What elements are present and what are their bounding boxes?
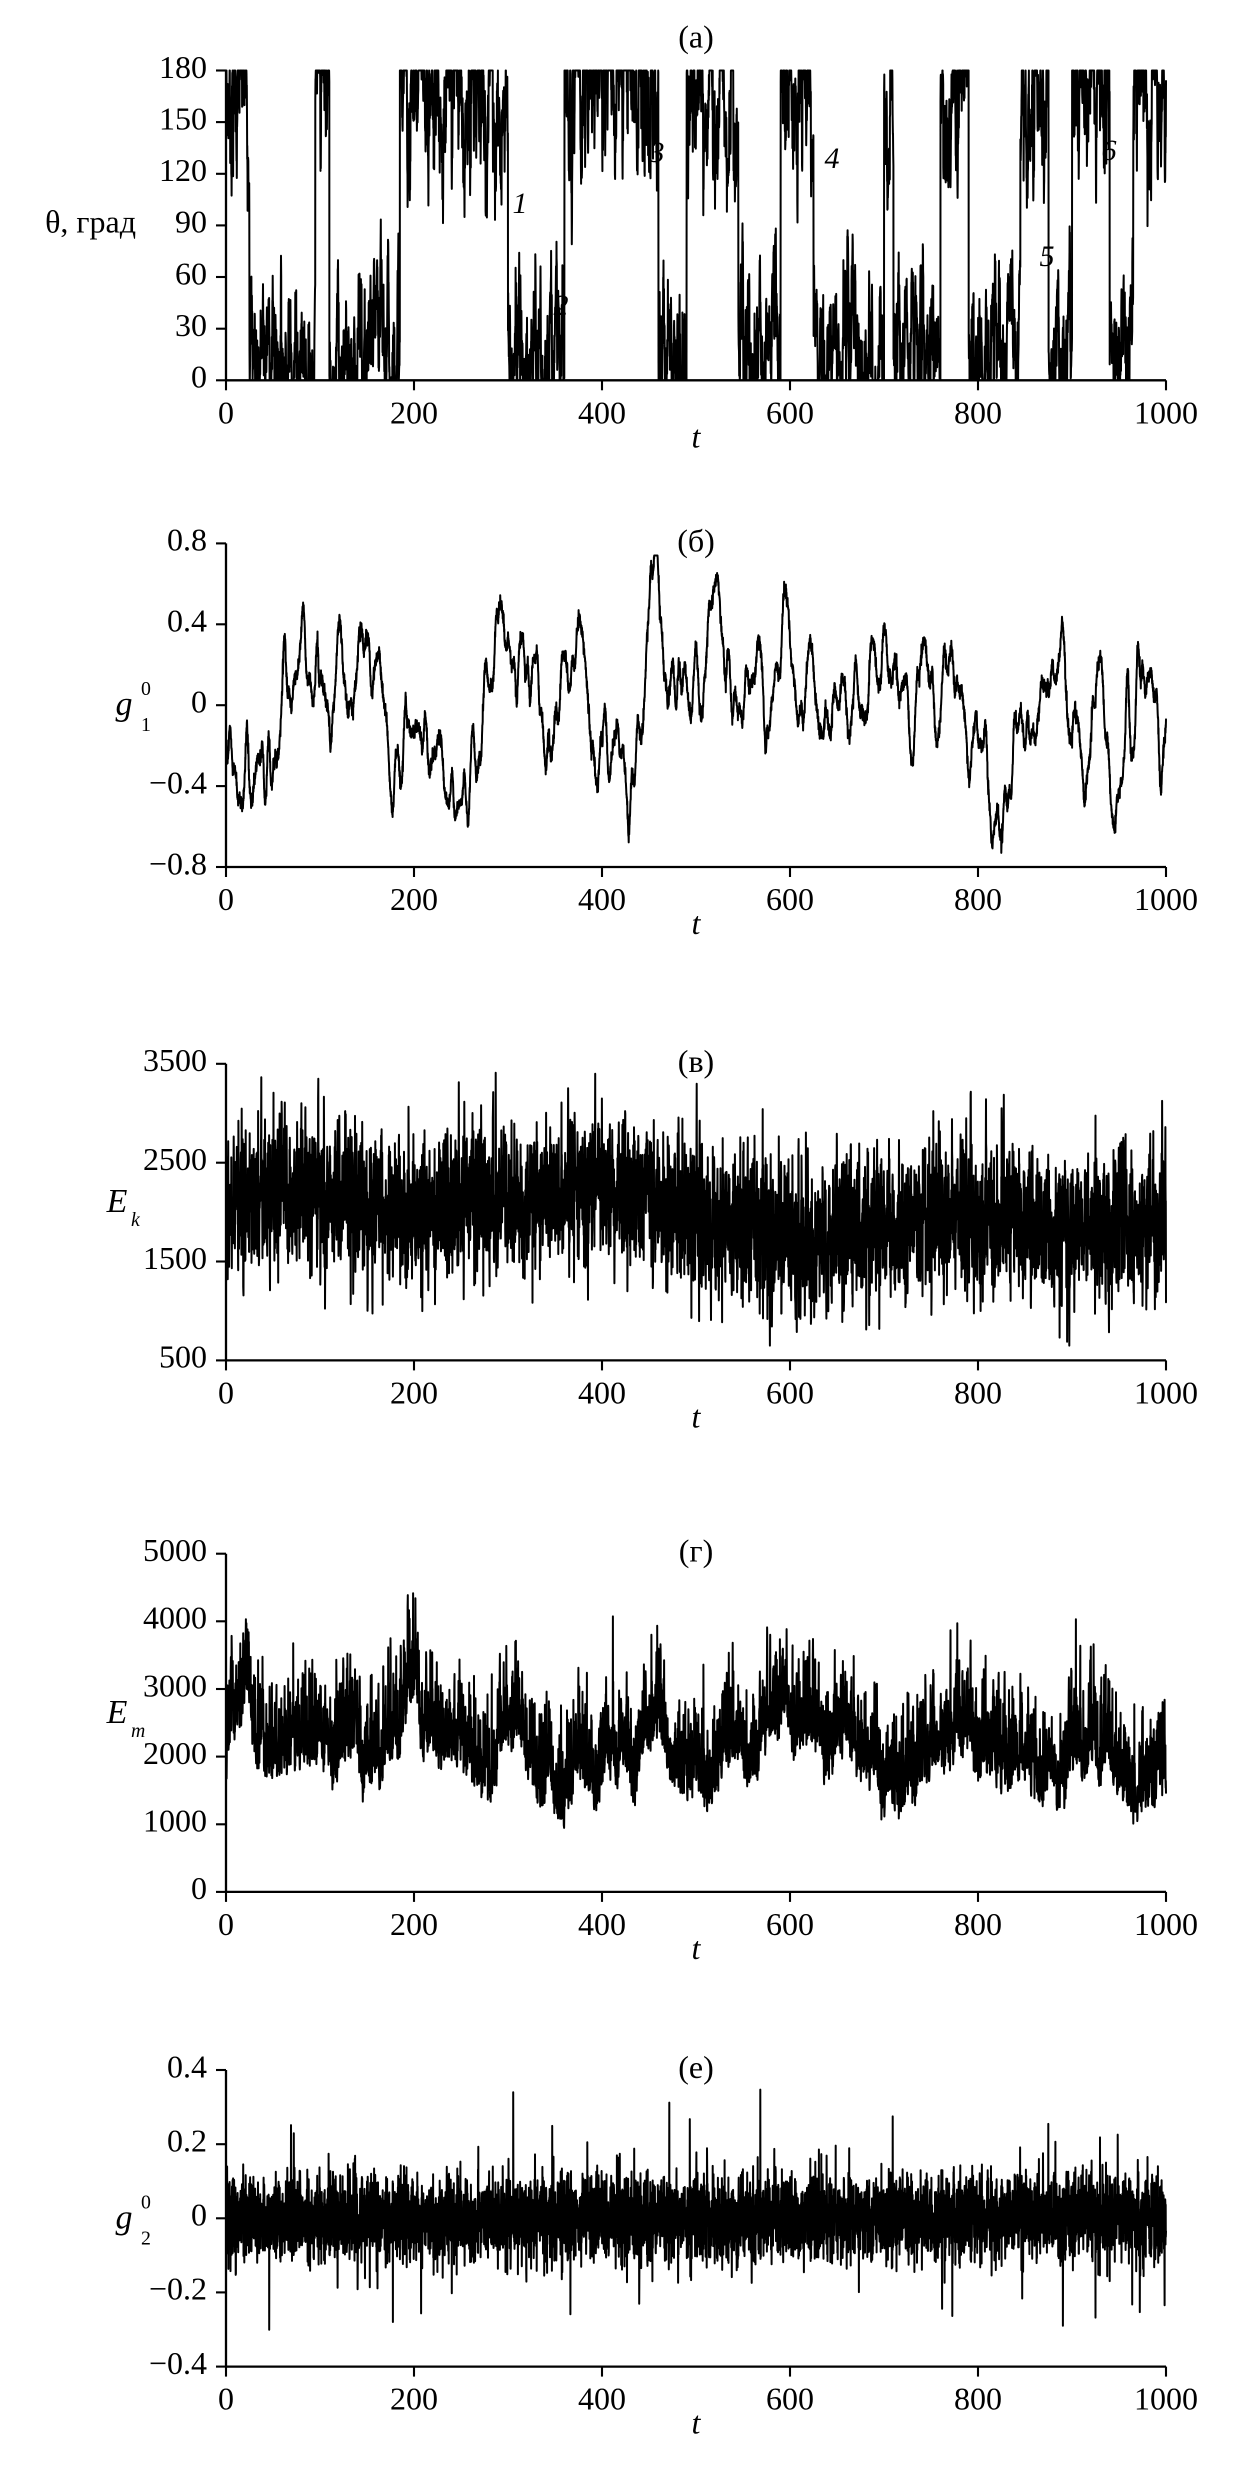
svg-text:800: 800 xyxy=(954,1374,1002,1410)
svg-text:800: 800 xyxy=(954,881,1002,917)
svg-text:200: 200 xyxy=(390,394,438,430)
svg-text:4: 4 xyxy=(825,142,840,175)
svg-text:(б): (б) xyxy=(677,522,715,558)
svg-text:600: 600 xyxy=(766,2381,814,2417)
svg-text:600: 600 xyxy=(766,1906,814,1942)
svg-text:1000: 1000 xyxy=(1134,881,1198,917)
svg-text:200: 200 xyxy=(390,1906,438,1942)
svg-text:t: t xyxy=(692,905,702,941)
svg-text:−0.8: −0.8 xyxy=(149,845,207,881)
svg-text:3000: 3000 xyxy=(143,1667,207,1703)
svg-text:200: 200 xyxy=(390,2381,438,2417)
svg-text:1: 1 xyxy=(141,714,151,736)
svg-text:0: 0 xyxy=(218,1374,234,1410)
svg-text:500: 500 xyxy=(159,1339,207,1375)
svg-text:4000: 4000 xyxy=(143,1600,207,1636)
svg-text:400: 400 xyxy=(578,394,626,430)
svg-text:t: t xyxy=(692,1930,702,1966)
svg-text:2000: 2000 xyxy=(143,1735,207,1771)
svg-text:−0.4: −0.4 xyxy=(149,2345,207,2381)
svg-text:120: 120 xyxy=(159,152,207,188)
svg-text:400: 400 xyxy=(578,2381,626,2417)
svg-text:0: 0 xyxy=(218,2381,234,2417)
svg-text:200: 200 xyxy=(390,1374,438,1410)
svg-text:0: 0 xyxy=(218,1906,234,1942)
svg-text:60: 60 xyxy=(175,255,207,291)
svg-text:30: 30 xyxy=(175,307,207,343)
svg-text:800: 800 xyxy=(954,2381,1002,2417)
svg-text:E: E xyxy=(106,1183,128,1220)
svg-text:0: 0 xyxy=(191,684,207,720)
svg-text:−0.2: −0.2 xyxy=(149,2271,207,2307)
svg-text:t: t xyxy=(692,418,702,454)
svg-text:200: 200 xyxy=(390,881,438,917)
svg-text:2500: 2500 xyxy=(143,1141,207,1177)
svg-text:90: 90 xyxy=(175,204,207,240)
svg-text:0.8: 0.8 xyxy=(167,522,207,558)
svg-text:m: m xyxy=(131,1720,145,1742)
svg-text:k: k xyxy=(131,1209,141,1231)
svg-text:(г): (г) xyxy=(679,1533,713,1569)
svg-text:400: 400 xyxy=(578,881,626,917)
svg-text:0.4: 0.4 xyxy=(167,2048,207,2084)
svg-text:0: 0 xyxy=(191,359,207,395)
svg-text:0: 0 xyxy=(141,2191,151,2213)
svg-text:0: 0 xyxy=(191,2197,207,2233)
svg-text:2: 2 xyxy=(141,2227,151,2249)
svg-text:E: E xyxy=(106,1694,128,1731)
svg-text:800: 800 xyxy=(954,394,1002,430)
svg-text:θ, град: θ, град xyxy=(45,204,136,240)
svg-text:600: 600 xyxy=(766,1374,814,1410)
svg-text:5: 5 xyxy=(1040,240,1055,273)
svg-text:t: t xyxy=(692,2405,702,2441)
svg-text:t: t xyxy=(692,1398,702,1434)
svg-text:5000: 5000 xyxy=(143,1532,207,1568)
svg-text:3500: 3500 xyxy=(143,1042,207,1078)
svg-text:600: 600 xyxy=(766,394,814,430)
svg-text:g: g xyxy=(116,2199,133,2236)
svg-text:1000: 1000 xyxy=(1134,2381,1198,2417)
svg-text:0: 0 xyxy=(191,1870,207,1906)
svg-text:0: 0 xyxy=(218,394,234,430)
svg-text:(е): (е) xyxy=(678,2049,714,2085)
svg-text:180: 180 xyxy=(159,49,207,85)
svg-text:0: 0 xyxy=(218,881,234,917)
svg-text:1500: 1500 xyxy=(143,1240,207,1276)
svg-text:150: 150 xyxy=(159,100,207,136)
svg-text:1: 1 xyxy=(513,187,528,220)
svg-text:(в): (в) xyxy=(678,1043,714,1079)
svg-text:0.2: 0.2 xyxy=(167,2123,207,2159)
svg-text:1000: 1000 xyxy=(1134,1906,1198,1942)
svg-text:400: 400 xyxy=(578,1906,626,1942)
svg-text:−0.4: −0.4 xyxy=(149,764,207,800)
svg-text:1000: 1000 xyxy=(1134,394,1198,430)
svg-text:800: 800 xyxy=(954,1906,1002,1942)
svg-text:600: 600 xyxy=(766,881,814,917)
svg-text:0: 0 xyxy=(141,678,151,700)
svg-text:0.4: 0.4 xyxy=(167,603,207,639)
svg-text:400: 400 xyxy=(578,1374,626,1410)
svg-text:1000: 1000 xyxy=(1134,1374,1198,1410)
svg-text:(а): (а) xyxy=(678,19,714,55)
svg-text:g: g xyxy=(116,686,133,723)
svg-text:1000: 1000 xyxy=(143,1803,207,1839)
